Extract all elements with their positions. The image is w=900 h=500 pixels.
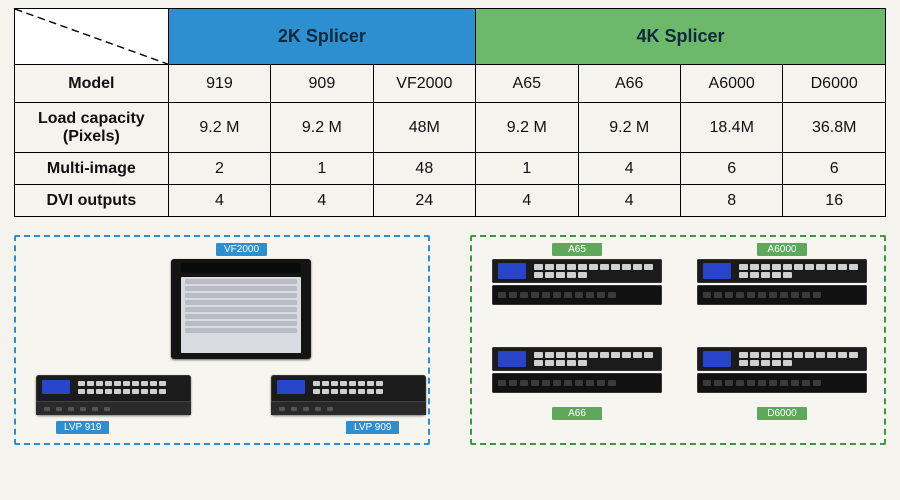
cell: A66 (578, 65, 680, 103)
row-label-model: Model (15, 65, 169, 103)
row-label-dvi: DVI outputs (15, 185, 169, 217)
cell: 6 (680, 153, 782, 185)
table-row: Model 919 909 VF2000 A65 A66 A6000 D6000 (15, 65, 886, 103)
label-a6000: A6000 (757, 243, 807, 256)
cell: 909 (271, 65, 373, 103)
cell: 1 (271, 153, 373, 185)
cell: 1 (476, 153, 578, 185)
cell: 6 (783, 153, 886, 185)
cell: 16 (783, 185, 886, 217)
device-lvp919 (36, 375, 191, 415)
cell: 9.2 M (168, 103, 270, 153)
label-a65: A65 (552, 243, 602, 256)
cell: 8 (680, 185, 782, 217)
cell: 4 (578, 185, 680, 217)
table-row: DVI outputs 4 4 24 4 4 8 16 (15, 185, 886, 217)
header-2k-splicer: 2K Splicer (168, 9, 475, 65)
cell: VF2000 (373, 65, 475, 103)
label-lvp909: LVP 909 (346, 421, 399, 434)
header-4k-splicer: 4K Splicer (476, 9, 886, 65)
label-d6000: D6000 (757, 407, 807, 420)
cell: 2 (168, 153, 270, 185)
table-corner-cell (15, 9, 169, 65)
device-a66 (492, 347, 662, 393)
cell: A6000 (680, 65, 782, 103)
cell: 9.2 M (578, 103, 680, 153)
splicer-comparison-table: 2K Splicer 4K Splicer Model 919 909 VF20… (14, 8, 886, 217)
device-vf2000 (171, 259, 311, 359)
cell: A65 (476, 65, 578, 103)
cell: 36.8M (783, 103, 886, 153)
cell: 4 (271, 185, 373, 217)
cell: D6000 (783, 65, 886, 103)
cell: 4 (476, 185, 578, 217)
cell: 9.2 M (476, 103, 578, 153)
panel-4k: A65 A6000 A66 D6000 (470, 235, 886, 445)
product-image-panels: VF2000 LVP 919 LVP 9 (14, 235, 886, 445)
panel-2k: VF2000 LVP 919 LVP 9 (14, 235, 430, 445)
cell: 4 (578, 153, 680, 185)
table-row: Load capacity (Pixels) 9.2 M 9.2 M 48M 9… (15, 103, 886, 153)
label-lvp919: LVP 919 (56, 421, 109, 434)
cell: 24 (373, 185, 475, 217)
cell: 919 (168, 65, 270, 103)
cell: 48M (373, 103, 475, 153)
device-a6000 (697, 259, 867, 305)
cell: 48 (373, 153, 475, 185)
device-lvp909 (271, 375, 426, 415)
row-label-multi: Multi-image (15, 153, 169, 185)
label-vf2000: VF2000 (216, 243, 267, 256)
label-a66: A66 (552, 407, 602, 420)
cell: 4 (168, 185, 270, 217)
device-d6000 (697, 347, 867, 393)
row-label-load: Load capacity (Pixels) (15, 103, 169, 153)
table-row: Multi-image 2 1 48 1 4 6 6 (15, 153, 886, 185)
cell: 18.4M (680, 103, 782, 153)
cell: 9.2 M (271, 103, 373, 153)
device-a65 (492, 259, 662, 305)
